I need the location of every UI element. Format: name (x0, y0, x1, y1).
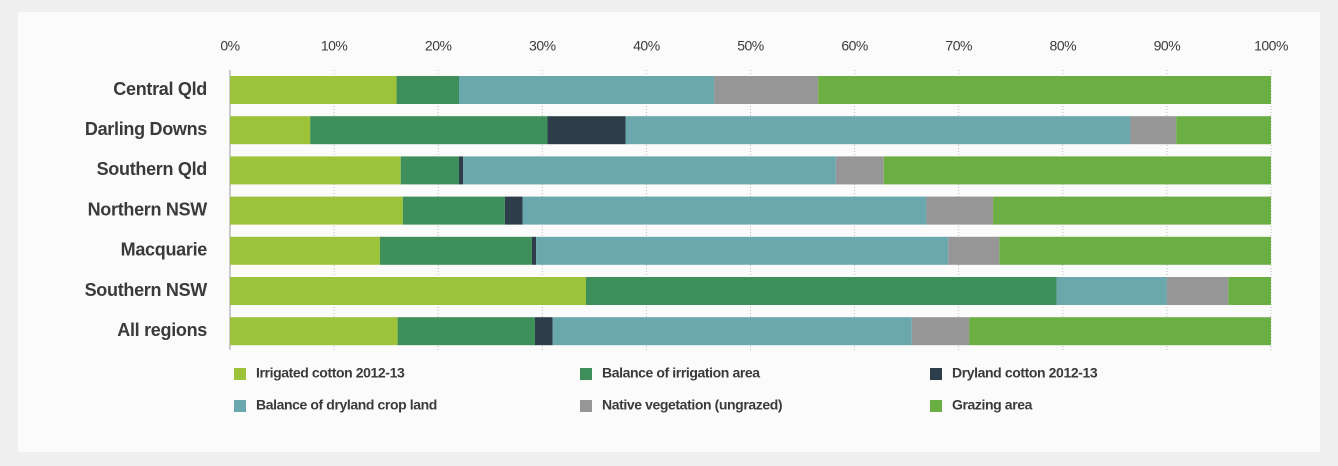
bar-segment (948, 236, 1000, 265)
bar-segment (531, 236, 537, 265)
legend-label: Native vegetation (ungrazed) (602, 397, 782, 413)
x-tick-label: 40% (633, 38, 660, 54)
x-tick-label: 0% (220, 38, 239, 54)
x-tick-label: 80% (1050, 38, 1077, 54)
bar-segment (230, 156, 401, 185)
legend-swatch (930, 400, 942, 412)
y-tick-label: Macquarie (121, 240, 208, 260)
legend-label: Grazing area (952, 397, 1033, 413)
bar-segment (230, 116, 311, 145)
bar-segment (969, 317, 1271, 346)
bar-segment (400, 156, 460, 185)
y-tick-label: Southern Qld (97, 159, 207, 179)
bar-segment (1176, 116, 1271, 145)
bar-segment (396, 76, 460, 104)
bar-segment (522, 196, 927, 225)
bar-segment (459, 156, 464, 185)
x-tick-label: 30% (529, 38, 556, 54)
x-tick-label: 90% (1154, 38, 1181, 54)
legend-label: Irrigated cotton 2012-13 (256, 365, 405, 381)
bar-segment (379, 236, 532, 265)
bar-segment (1056, 277, 1167, 305)
y-tick-label: Darling Downs (85, 119, 207, 139)
bar-segment (926, 196, 994, 225)
bar-segment (625, 116, 1131, 145)
bar-segment (463, 156, 836, 185)
bar-segment (586, 277, 1057, 305)
bar-segment (230, 277, 587, 305)
x-tick-label: 50% (737, 38, 764, 54)
x-tick-label: 60% (841, 38, 868, 54)
bar-segment (552, 317, 912, 346)
legend-label: Balance of irrigation area (602, 365, 760, 381)
y-tick-label: Southern NSW (85, 280, 208, 300)
bar-segment (999, 236, 1271, 265)
legend-swatch (580, 368, 592, 380)
y-tick-label: All regions (117, 320, 207, 340)
bar-segment (402, 196, 505, 225)
bar-segment (993, 196, 1271, 225)
bar-segment (1228, 277, 1271, 305)
bar-segment (818, 76, 1271, 104)
bar-segment (883, 156, 1271, 185)
bar-segment (547, 116, 626, 145)
bar-segment (397, 317, 536, 346)
bar-segment (535, 317, 553, 346)
bar-segment (230, 236, 380, 265)
legend-label: Dryland cotton 2012-13 (952, 365, 1098, 381)
legend-label: Balance of dryland crop land (256, 397, 437, 413)
bar-segment (230, 317, 398, 346)
y-tick-label: Northern NSW (88, 199, 208, 219)
bar-segment (230, 196, 403, 225)
bar-segment (536, 236, 949, 265)
y-tick-label: Central Qld (113, 79, 207, 99)
x-tick-label: 20% (425, 38, 452, 54)
legend-swatch (234, 400, 246, 412)
bar-segment (911, 317, 970, 346)
bar-segment (504, 196, 523, 225)
bar-segment (459, 76, 715, 104)
bar-segment (310, 116, 548, 145)
x-tick-label: 100% (1254, 38, 1288, 54)
legend-swatch (234, 368, 246, 380)
legend-swatch (930, 368, 942, 380)
bar-segment (230, 76, 397, 104)
bar-segment (714, 76, 819, 104)
x-tick-label: 10% (321, 38, 348, 54)
x-tick-label: 70% (945, 38, 972, 54)
legend-swatch (580, 400, 592, 412)
bar-segment (1166, 277, 1229, 305)
bar-segment (1130, 116, 1177, 145)
bar-segment (835, 156, 884, 185)
